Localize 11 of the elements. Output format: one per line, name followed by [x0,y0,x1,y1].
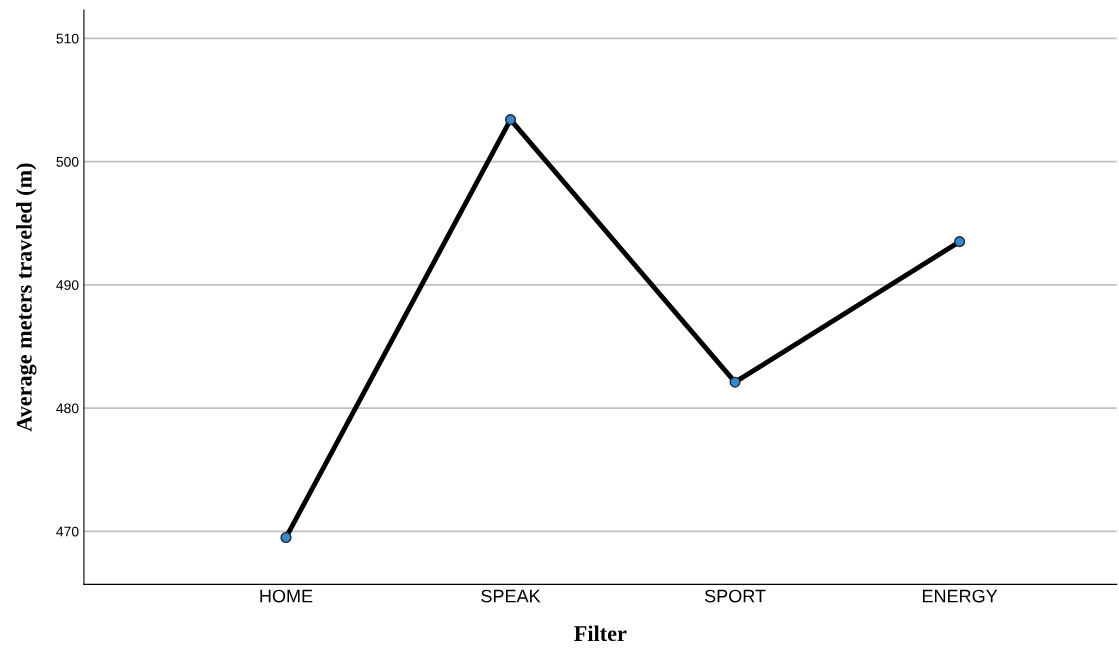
x-tick-label: ENERGY [922,589,998,603]
x-tick-label: SPEAK [481,589,541,603]
x-tick-label: SPORT [704,589,766,603]
y-tick-label: 480 [56,403,79,414]
y-tick-label: 490 [56,280,79,290]
x-tick-label: HOME [260,589,313,603]
y-tick-label: 500 [56,156,79,167]
y-tick-label: 510 [56,33,79,44]
y-axis-title: Average meters traveled (m) [16,163,37,432]
y-tick-label: 470 [56,526,79,537]
x-axis-title: Filter [574,625,627,642]
